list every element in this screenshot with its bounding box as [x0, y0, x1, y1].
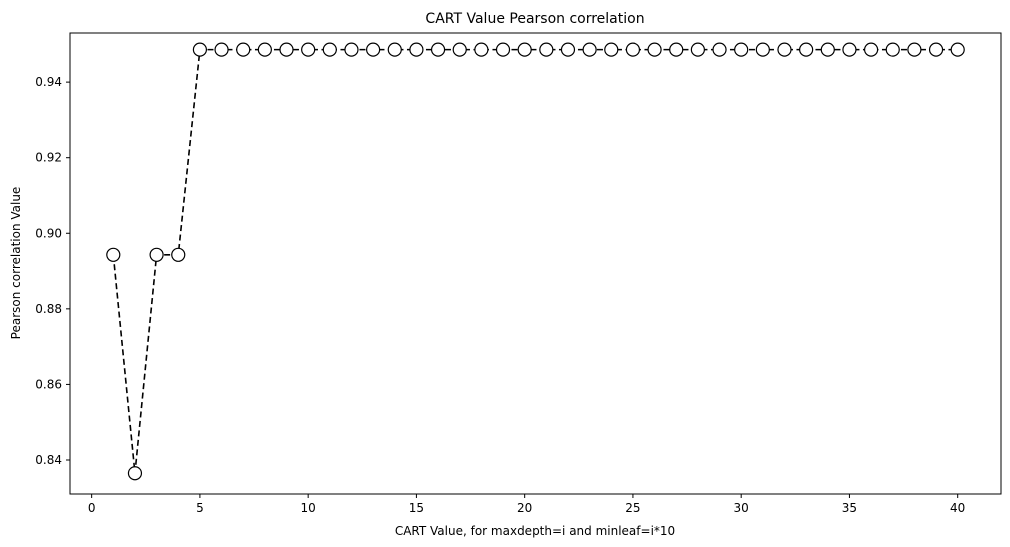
x-tick-label: 40 — [950, 501, 965, 515]
y-axis: 0.84 0.86 0.88 0.90 0.92 0.94 — [35, 75, 70, 467]
data-point — [799, 42, 814, 57]
data-point — [192, 42, 208, 57]
data-point — [495, 42, 511, 57]
data-point — [257, 42, 272, 57]
data-point — [885, 42, 900, 57]
data-point — [820, 42, 835, 57]
data-point — [106, 247, 121, 262]
x-tick-label: 25 — [625, 501, 640, 515]
data-point — [734, 42, 749, 57]
data-point — [863, 42, 879, 57]
data-point — [582, 42, 597, 57]
data-point — [149, 247, 164, 262]
x-tick-label: 5 — [196, 501, 204, 515]
data-point — [604, 42, 619, 57]
data-point — [647, 42, 662, 57]
data-point — [171, 247, 186, 262]
x-tick-label: 20 — [517, 501, 532, 515]
plot-frame — [69, 32, 1002, 495]
data-point — [430, 42, 446, 57]
x-axis: 0 5 10 15 20 25 30 35 40 — [88, 494, 965, 515]
data-point — [842, 42, 857, 57]
data-point — [301, 42, 316, 57]
x-tick-label: 0 — [88, 501, 96, 515]
data-point — [344, 42, 359, 57]
x-axis-label: CART Value, for maxdepth=i and minleaf=i… — [395, 524, 675, 538]
x-tick-label: 10 — [301, 501, 316, 515]
data-point — [928, 42, 944, 57]
data-point — [127, 466, 143, 481]
x-tick-label: 15 — [409, 501, 424, 515]
data-point — [236, 42, 251, 57]
data-point — [322, 42, 337, 57]
y-tick-label: 0.88 — [35, 302, 62, 316]
x-tick-label: 30 — [734, 501, 749, 515]
data-point — [625, 42, 641, 57]
data-point — [214, 42, 229, 57]
series-markers — [106, 42, 965, 481]
data-point — [669, 42, 684, 57]
data-point — [366, 42, 381, 57]
data-point — [279, 42, 294, 57]
y-tick-label: 0.92 — [35, 151, 62, 165]
chart-title: CART Value Pearson correlation — [425, 11, 644, 27]
data-point — [517, 42, 532, 57]
data-point — [712, 42, 727, 57]
y-tick-label: 0.84 — [35, 453, 62, 467]
data-point — [539, 42, 554, 57]
series-line — [112, 48, 958, 474]
y-axis-label: Pearson correlation Value — [9, 187, 23, 340]
data-point — [409, 42, 424, 57]
data-point — [907, 42, 922, 57]
data-point — [690, 42, 705, 57]
data-point — [560, 42, 576, 57]
y-tick-label: 0.86 — [35, 377, 62, 391]
y-tick-label: 0.94 — [35, 75, 62, 89]
data-point — [755, 42, 770, 57]
data-point — [387, 42, 402, 57]
x-tick-label: 35 — [842, 501, 857, 515]
data-point — [777, 42, 792, 57]
data-point — [474, 42, 489, 57]
data-point — [452, 42, 467, 57]
y-tick-label: 0.90 — [35, 226, 62, 240]
data-point — [950, 42, 965, 57]
